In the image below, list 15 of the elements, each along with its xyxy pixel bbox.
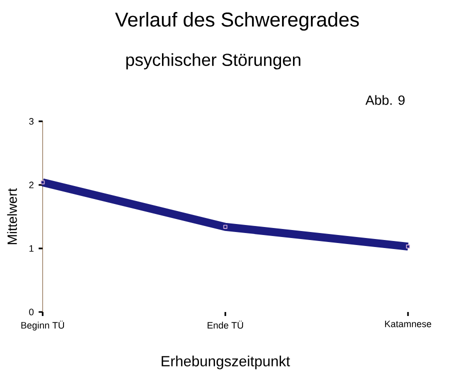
caption: Abb. 9 [365, 95, 405, 105]
y-tick-label: 2 [29, 182, 34, 188]
point [406, 244, 410, 249]
y-tick-label: 1 [29, 245, 34, 252]
x-tick-label: Ende TÜ [208, 320, 244, 329]
x-tick-label: Beginn TÜ [21, 320, 64, 330]
chart-subtitle: psychischer Störungen [126, 53, 300, 70]
y-tick-label: 3 [29, 118, 34, 125]
y-axis-title: Mittelwert [7, 188, 17, 244]
point [40, 180, 45, 184]
y-tick-label: 0 [29, 308, 34, 316]
chart-title: Verlauf des Schweregrades [115, 12, 359, 31]
x-axis-title: Erhebungszeitpunkt [162, 356, 290, 370]
x-tick-label: Katamnese [385, 320, 432, 328]
point [223, 224, 228, 229]
